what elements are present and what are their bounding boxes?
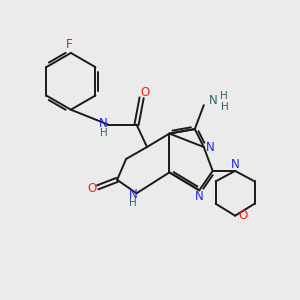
Text: F: F [66, 38, 73, 51]
Text: N: N [231, 158, 239, 171]
Text: N: N [209, 94, 218, 107]
Text: H: H [100, 128, 108, 138]
Text: O: O [239, 209, 248, 222]
Text: N: N [195, 190, 204, 203]
Text: O: O [87, 182, 96, 195]
Text: H: H [221, 102, 229, 112]
Text: N: N [206, 140, 215, 154]
Text: N: N [98, 117, 107, 130]
Text: H: H [220, 91, 228, 101]
Text: O: O [140, 86, 149, 99]
Text: H: H [129, 198, 137, 208]
Text: N: N [129, 188, 137, 201]
